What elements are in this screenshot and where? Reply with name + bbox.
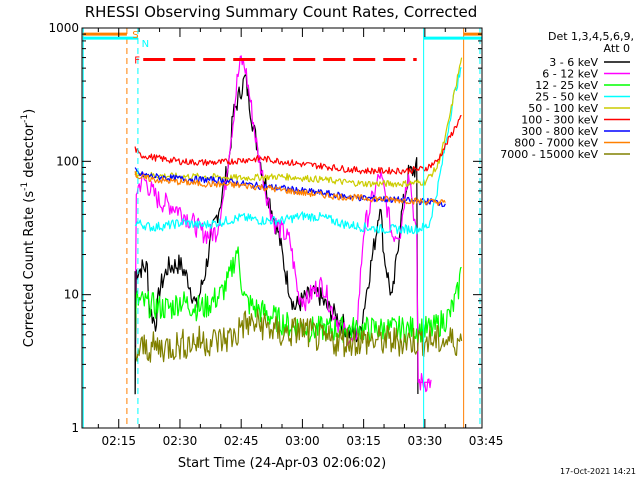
y-axis-label-end: ) xyxy=(22,109,37,114)
y-axis: 1 10 100 1000 xyxy=(48,21,482,435)
legend-entry-label: 7000 - 15000 keV xyxy=(500,148,598,161)
series-line-5 xyxy=(134,115,462,175)
x-tick-label: 02:15 xyxy=(101,434,136,448)
y-axis-label-sup1: -1 xyxy=(20,182,30,191)
series-line-4 xyxy=(134,57,463,188)
legend-entry-label: 25 - 50 keV xyxy=(535,91,598,104)
series-line-7 xyxy=(134,171,446,207)
legend-entry-label: 6 - 12 keV xyxy=(542,68,598,81)
x-axis-label: Start Time (24-Apr-03 02:06:02) xyxy=(178,456,386,471)
series-line-8 xyxy=(134,308,463,363)
footer-timestamp: 17-Oct-2021 14:21 xyxy=(560,467,636,476)
x-axis: 02:15 02:30 02:45 03:00 03:15 03:30 03:45 xyxy=(97,28,504,448)
legend-entry-label: 300 - 800 keV xyxy=(521,125,598,138)
flag-labels: SNF xyxy=(132,30,149,66)
legend-entry-label: 100 - 300 keV xyxy=(521,114,598,127)
x-tick-label: 03:45 xyxy=(469,434,504,448)
y-tick-label: 10 xyxy=(64,288,79,302)
x-tick-label: 03:15 xyxy=(346,434,381,448)
x-tick-label: 03:00 xyxy=(285,434,320,448)
y-axis-label-mid: detector xyxy=(22,122,37,182)
flag-label-s: S xyxy=(132,30,138,41)
legend-entry-label: 50 - 100 keV xyxy=(528,102,598,115)
x-tick-label: 02:30 xyxy=(163,434,198,448)
y-tick-label: 1000 xyxy=(48,21,79,35)
flag-label-f: F xyxy=(134,56,140,67)
legend-header-detectors: Det 1,3,4,5,6,9, xyxy=(548,30,634,43)
series-line-0 xyxy=(134,74,419,395)
y-tick-label: 1 xyxy=(71,421,79,435)
x-tick-label: 02:45 xyxy=(224,434,259,448)
y-axis-label-sup2: -1 xyxy=(20,114,30,123)
flag-label-n: N xyxy=(142,39,149,50)
y-axis-label: Corrected Count Rate (s-1 detector-1) xyxy=(20,109,37,347)
legend-entry-label: 800 - 7000 keV xyxy=(514,137,598,150)
series-line-3 xyxy=(134,67,462,235)
series-line-1 xyxy=(134,55,432,393)
x-tick-label: 03:30 xyxy=(408,434,443,448)
plot-area xyxy=(82,28,482,428)
legend-entry-label: 12 - 25 keV xyxy=(535,79,598,92)
legend-entry-label: 3 - 6 keV xyxy=(549,56,598,69)
y-axis-label-main: Corrected Count Rate (s xyxy=(22,191,37,348)
legend-header-attenuator: Att 0 xyxy=(604,42,630,55)
chart-title: RHESSI Observing Summary Count Rates, Co… xyxy=(85,3,478,21)
y-tick-label: 100 xyxy=(56,154,79,168)
